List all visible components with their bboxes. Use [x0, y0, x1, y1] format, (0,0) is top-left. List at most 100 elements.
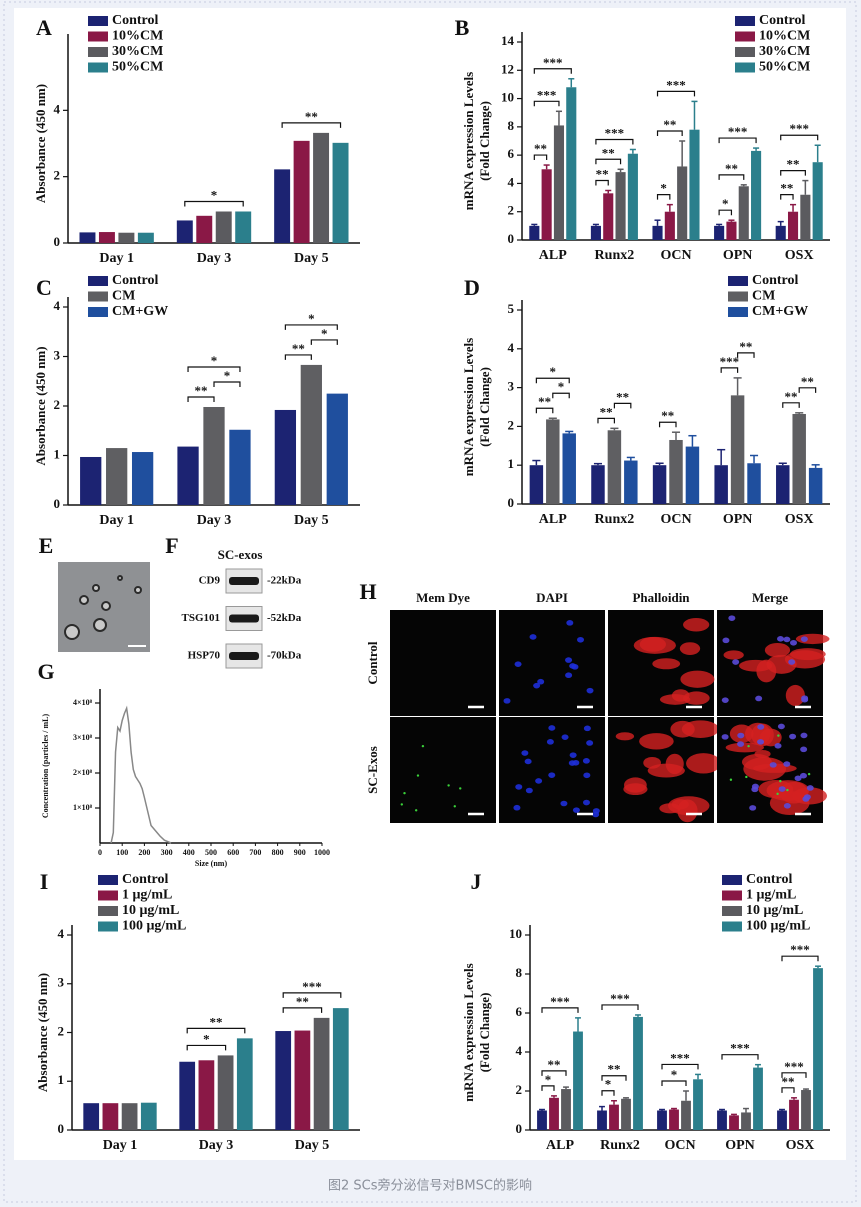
- nucleus: [569, 752, 577, 758]
- significance-bracket: [552, 392, 570, 399]
- x-tick-label: OSX: [785, 248, 814, 263]
- figure-area: [14, 8, 846, 1160]
- exosome-signal: [403, 791, 406, 795]
- y-tick-label: 2×10⁸: [73, 768, 93, 777]
- actin-cell: [665, 753, 684, 775]
- significance-label: *: [224, 368, 231, 383]
- significance-label: **: [292, 341, 305, 356]
- significance-bracket: [541, 1085, 555, 1091]
- x-tick-label: Day 5: [294, 513, 329, 528]
- bar: [118, 232, 135, 243]
- blot-title: SC-exos: [218, 547, 263, 562]
- column-header: Phalloidin: [632, 590, 690, 605]
- significance-bracket: [656, 90, 696, 97]
- nucleus: [778, 786, 786, 792]
- y-tick-label: 10: [501, 90, 514, 105]
- actin-cell: [643, 756, 661, 769]
- row-header: SC-Exos: [365, 746, 380, 794]
- significance-label: ***: [720, 354, 740, 369]
- legend-swatch: [722, 906, 742, 916]
- legend-label: 100 μg/mL: [746, 919, 810, 934]
- y-tick-label: 0: [58, 1121, 65, 1136]
- significance-bracket: [656, 194, 671, 200]
- x-tick-label: Day 3: [197, 513, 232, 528]
- bar: [549, 1097, 559, 1130]
- y-tick-label: 4: [516, 1043, 523, 1058]
- y-tick-label: 4: [54, 101, 61, 116]
- bar: [106, 448, 128, 505]
- panel-letter: C: [36, 275, 52, 300]
- significance-label: **: [305, 109, 318, 124]
- legend-swatch: [88, 291, 108, 302]
- blot-band: [229, 577, 259, 585]
- row-header: Control: [365, 641, 380, 684]
- nucleus: [749, 805, 757, 811]
- significance-label: ***: [302, 979, 322, 994]
- bar: [176, 220, 193, 243]
- nucleus: [783, 636, 791, 643]
- nucleus: [592, 811, 600, 818]
- column-header: Merge: [752, 590, 788, 605]
- nucleus: [721, 734, 729, 740]
- significance-bracket: [187, 366, 241, 372]
- panel-letter: J: [471, 869, 482, 894]
- x-tick-label: 0: [98, 848, 102, 857]
- bar: [615, 172, 626, 240]
- nucleus: [732, 659, 740, 665]
- caption: 图2 SCs旁分泌信号对BMSC的影响: [328, 1178, 532, 1194]
- blot-protein: TSG101: [181, 612, 220, 624]
- legend-swatch: [735, 47, 755, 57]
- x-tick-label: Day 3: [199, 1138, 234, 1153]
- nucleus: [566, 620, 574, 626]
- legend-label: CM: [752, 289, 775, 304]
- legend-label: 1 μg/mL: [746, 888, 796, 903]
- bar: [609, 1104, 619, 1130]
- exosome: [93, 618, 107, 632]
- exosome-signal: [777, 734, 780, 737]
- nucleus: [565, 672, 573, 679]
- bar: [813, 968, 823, 1130]
- legend-swatch: [98, 890, 118, 901]
- bar: [789, 1099, 799, 1130]
- significance-label: **: [534, 141, 547, 156]
- nucleus: [525, 787, 533, 794]
- x-tick-label: 500: [205, 848, 217, 857]
- x-tick-label: 400: [183, 848, 195, 857]
- nucleus: [757, 739, 765, 745]
- y-axis-label: Absorbance (450 nm): [35, 973, 50, 1092]
- exosome-signal: [421, 744, 425, 748]
- bar: [131, 452, 154, 505]
- significance-label: ***: [789, 121, 809, 136]
- bar: [714, 465, 728, 504]
- bar: [198, 1060, 215, 1130]
- legend-swatch: [735, 31, 755, 42]
- significance-bracket: [595, 179, 609, 186]
- legend-label: 10 μg/mL: [122, 903, 179, 918]
- exosome-signal: [414, 809, 418, 812]
- significance-bracket: [798, 387, 817, 393]
- bar: [553, 125, 565, 240]
- nucleus: [582, 758, 590, 764]
- y-tick-label: 4: [508, 174, 515, 189]
- legend-label: Control: [746, 872, 793, 887]
- legend-label: CM: [112, 289, 135, 304]
- bar: [80, 456, 102, 505]
- nucleus: [790, 639, 798, 646]
- significance-label: ***: [610, 991, 630, 1006]
- actin-cell: [683, 617, 710, 632]
- nucleus: [561, 734, 569, 740]
- y-tick-label: 4: [58, 926, 65, 941]
- bar: [313, 1017, 330, 1130]
- bar: [681, 1100, 691, 1130]
- significance-bracket: [782, 402, 800, 408]
- legend-label: Control: [112, 13, 159, 28]
- x-tick-label: Day 3: [197, 251, 232, 266]
- bar: [627, 153, 638, 240]
- bar: [177, 446, 199, 505]
- legend-label: CM+GW: [112, 304, 168, 319]
- nucleus: [572, 807, 580, 813]
- significance-bracket: [535, 377, 570, 384]
- actin-cell: [680, 670, 715, 688]
- bar: [792, 413, 806, 504]
